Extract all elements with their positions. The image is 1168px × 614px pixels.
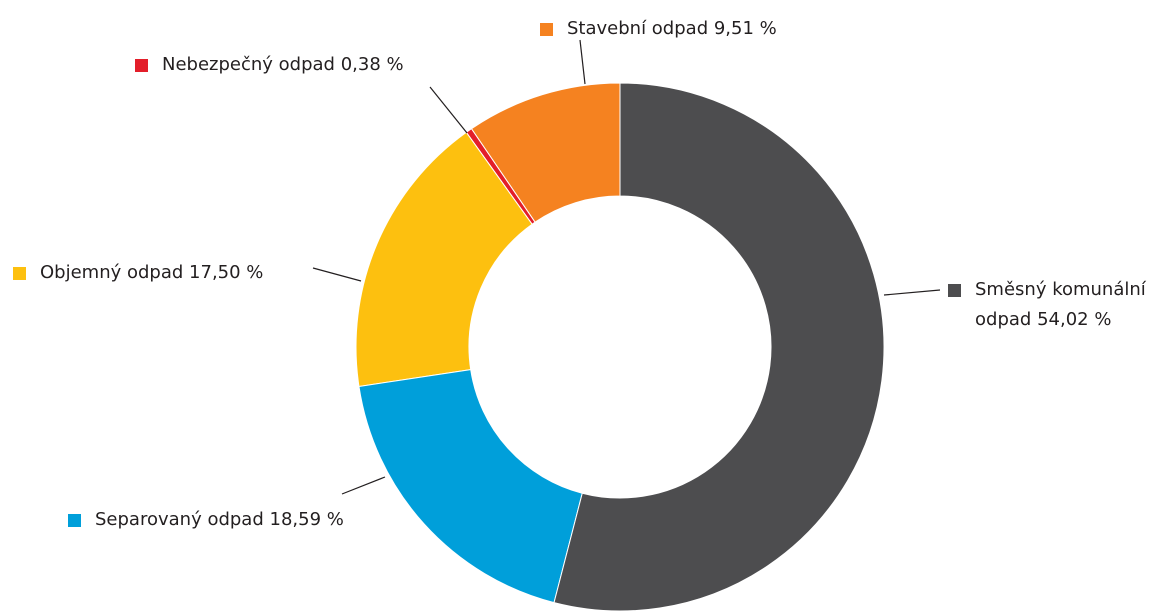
slice [358, 369, 583, 604]
leader-line [312, 267, 362, 282]
value-label: 0,38 % [340, 54, 404, 75]
category-name: Separovaný odpad [95, 509, 264, 530]
category-name: Nebezpečný odpad [162, 54, 335, 75]
legend-swatch [68, 514, 81, 527]
slice [553, 82, 885, 612]
leader-line [429, 86, 468, 134]
leader-lines [312, 39, 941, 495]
value-label: 17,50 % [189, 262, 264, 283]
leader-line [341, 476, 386, 495]
category-name: Objemný odpad [40, 262, 184, 283]
slice-label: Objemný odpad 17,50 % [40, 258, 263, 288]
category-name: Stavební odpad [567, 18, 709, 39]
value-label: 9,51 % [713, 18, 777, 39]
slice [355, 131, 533, 388]
leader-line [883, 289, 941, 296]
legend-swatch [13, 267, 26, 280]
category-name: Směsný komunální odpad [975, 279, 1146, 330]
slice-label: Stavební odpad 9,51 % [567, 14, 777, 44]
legend-swatch [948, 284, 961, 297]
legend-swatch [135, 59, 148, 72]
value-label: 18,59 % [269, 509, 344, 530]
slice-label: Separovaný odpad 18,59 % [95, 505, 344, 535]
slice-label: Nebezpečný odpad 0,38 % [162, 50, 404, 80]
legend-swatch [540, 23, 553, 36]
leader-line [579, 39, 586, 85]
value-label: 54,02 % [1037, 309, 1112, 330]
slice-label: Směsný komunální odpad 54,02 % [975, 275, 1168, 335]
